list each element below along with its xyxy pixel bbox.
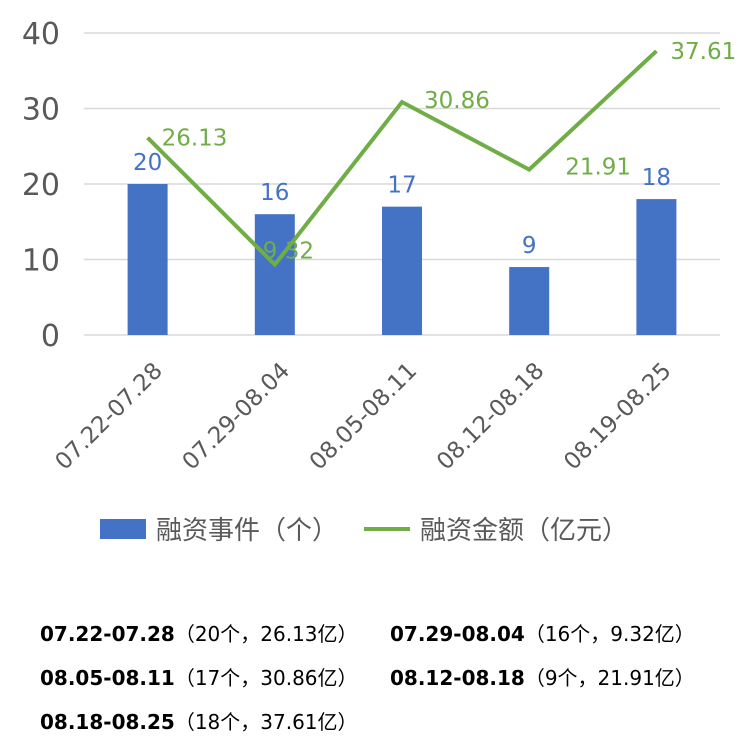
note-detail: （16个，9.32亿）	[524, 621, 695, 646]
y-tick-label: 20	[22, 168, 60, 203]
note-period: 07.29-08.04	[390, 621, 525, 646]
note-period: 08.12-08.18	[390, 665, 525, 690]
notes-row: 07.22-07.28（20个，26.13亿） 07.29-08.04（16个，…	[40, 610, 740, 654]
legend-item-line: 融资金额（亿元）	[364, 510, 628, 547]
note-item: 07.22-07.28（20个，26.13亿）	[40, 618, 390, 647]
note-item: 08.18-08.25（18个，37.61亿）	[40, 706, 405, 735]
x-tick-label: 08.12-08.18	[432, 358, 549, 475]
y-tick-label: 10	[22, 244, 60, 279]
line-value-label: 26.13	[162, 126, 228, 152]
notes-row: 08.18-08.25（18个，37.61亿）	[40, 698, 740, 742]
line-value-label: 21.91	[565, 155, 631, 181]
legend-line-label: 融资金额（亿元）	[420, 516, 629, 546]
note-period: 07.22-07.28	[40, 621, 175, 646]
note-item: 08.05-08.11（17个，30.86亿）	[40, 662, 390, 691]
legend-bar-label: 融资事件（个）	[156, 516, 339, 546]
note-detail: （17个，30.86亿）	[174, 665, 358, 690]
note-item: 08.12-08.18（9个，21.91亿）	[390, 662, 740, 691]
line-value-label: 9.32	[263, 239, 314, 265]
bar-value-label: 17	[387, 173, 416, 199]
bar	[127, 184, 168, 335]
bar	[382, 206, 422, 335]
y-tick-label: 40	[22, 17, 60, 52]
series-line	[146, 49, 658, 268]
bar	[509, 267, 550, 335]
x-tick-label: 08.19-08.25	[559, 358, 676, 475]
legend-bar-swatch	[100, 518, 146, 539]
x-tick-label: 07.22-07.28	[50, 358, 167, 475]
combo-chart: 0 10 20 30 40 20 16 17 9 18 26.13 9.32 30.86 21.91 3…	[22, 17, 736, 475]
note-period: 08.05-08.11	[40, 665, 175, 690]
note-item: 07.29-08.04（16个，9.32亿）	[390, 618, 740, 647]
bar-value-label: 16	[260, 180, 289, 206]
x-tick-label: 08.05-08.11	[305, 358, 422, 475]
note-detail: （20个，26.13亿）	[174, 621, 358, 646]
bar	[636, 199, 677, 335]
line-value-label: 37.61	[670, 39, 736, 65]
note-period: 08.18-08.25	[40, 709, 175, 734]
note-detail: （9个，21.91亿）	[524, 665, 695, 690]
bar	[254, 214, 295, 335]
bar-value-label: 18	[642, 165, 671, 191]
legend-line-swatch	[364, 526, 411, 531]
x-tick-label: 07.29-08.04	[178, 358, 295, 475]
line-value-label: 30.86	[424, 88, 490, 114]
period-notes: 07.22-07.28（20个，26.13亿） 07.29-08.04（16个，…	[40, 610, 740, 742]
legend-item-bar: 融资事件（个）	[100, 510, 338, 547]
bar-value-label: 20	[133, 150, 162, 176]
bar-value-label: 9	[522, 233, 537, 259]
y-tick-label: 30	[22, 93, 60, 128]
note-detail: （18个，37.61亿）	[174, 709, 358, 734]
y-tick-label: 0	[41, 319, 60, 354]
notes-row: 08.05-08.11（17个，30.86亿） 08.12-08.18（9个，2…	[40, 654, 740, 698]
legend: 融资事件（个） 融资金额（亿元）	[100, 510, 654, 547]
